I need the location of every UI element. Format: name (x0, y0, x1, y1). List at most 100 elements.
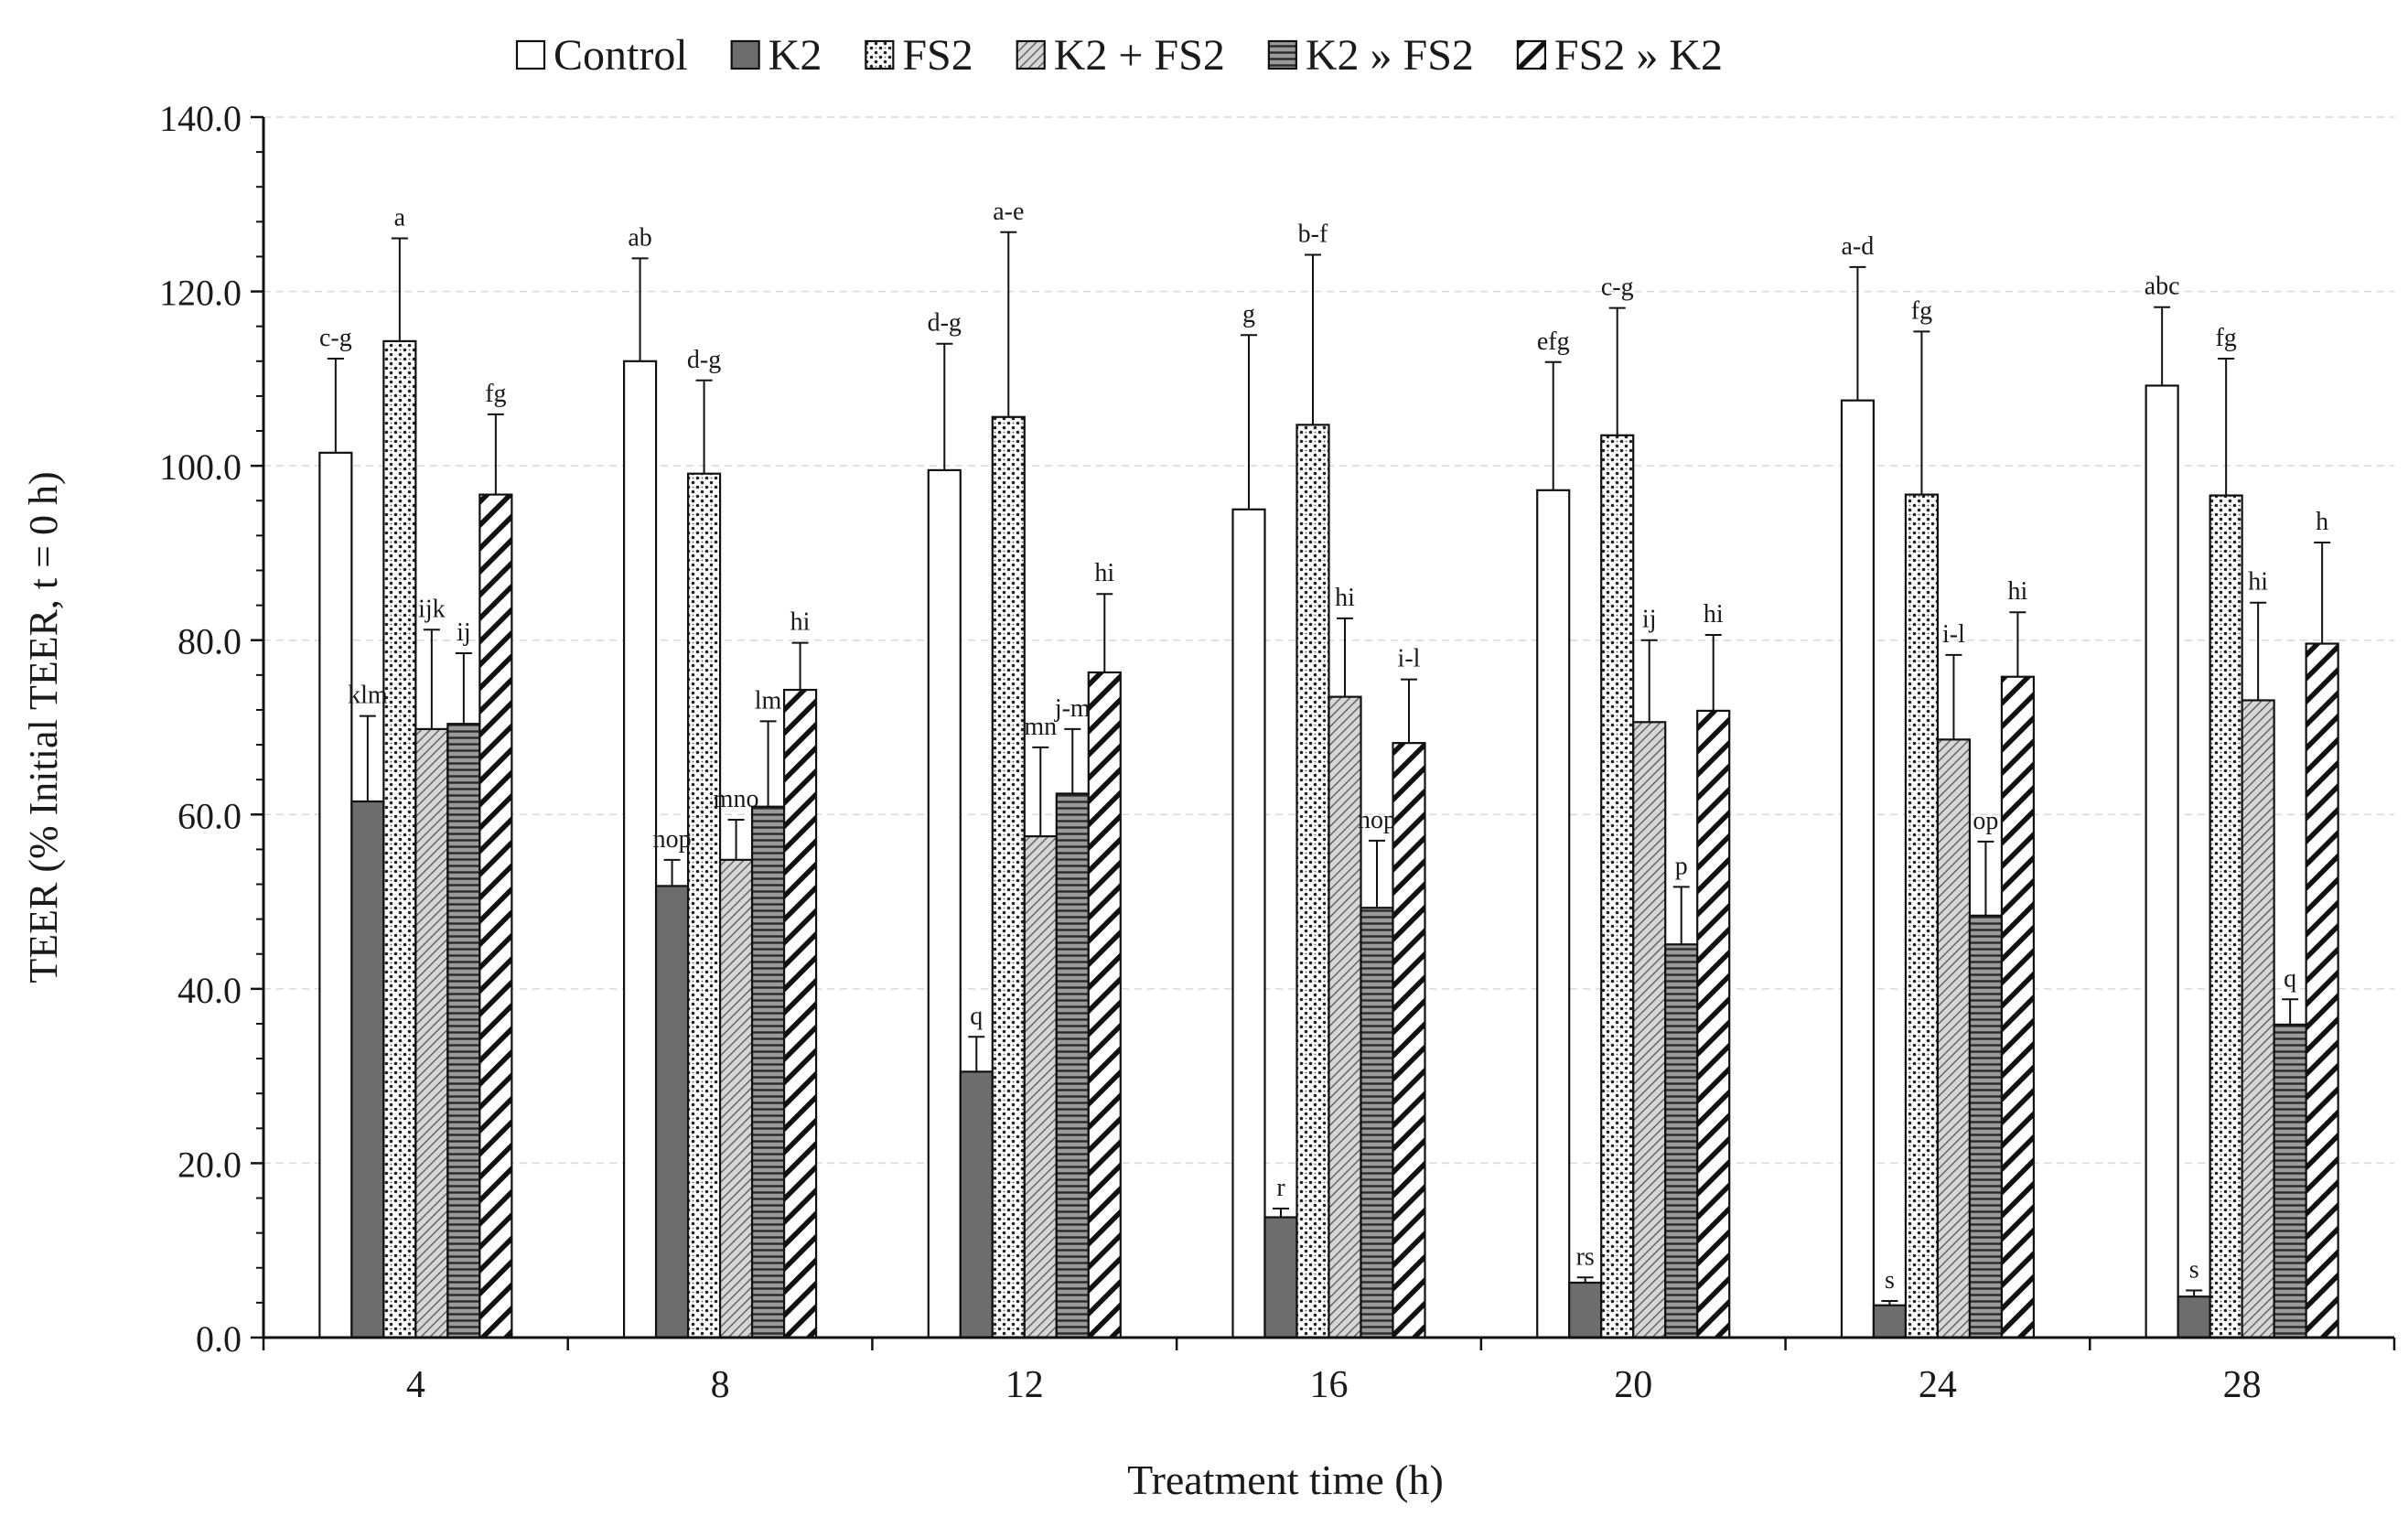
significance-letter: a (394, 203, 406, 231)
bar-horizontal-lines-20h (1664, 943, 1699, 1339)
significance-letter: mn (1024, 713, 1057, 741)
significance-letter: hi (1704, 600, 1724, 629)
significance-letter: mno (714, 785, 759, 813)
significance-letter: a-e (993, 198, 1024, 226)
axes (251, 115, 2396, 1350)
bar-horizontal-lines-28h (2273, 1023, 2307, 1339)
significance-letter: hi (1094, 559, 1114, 587)
legend-label: FS2 (902, 31, 973, 80)
y-tick-label: 140.0 (159, 98, 242, 139)
bar-diagonal-thin-28h (2241, 699, 2275, 1339)
significance-letter: hi (2248, 568, 2268, 597)
bar-white-4h (318, 451, 353, 1339)
y-tick-label: 120.0 (159, 273, 242, 314)
legend-swatch-horizontal-lines (1267, 39, 1297, 70)
x-tick-label: 12 (1005, 1364, 1044, 1406)
legend-label: K2 + FS2 (1054, 31, 1225, 80)
bar-dotted-4h (382, 339, 417, 1339)
x-tick-label: 24 (1919, 1364, 1957, 1406)
significance-letter: hi (2008, 577, 2028, 606)
significance-letter: ij (457, 618, 471, 647)
significance-letter: q (2284, 964, 2296, 993)
bar-horizontal-lines-8h (750, 805, 786, 1339)
x-axis-label: Treatment time (h) (1127, 1456, 1444, 1503)
error-bars-layer (327, 231, 2331, 1306)
significance-letter: s (2189, 1256, 2199, 1284)
significance-letter: i-l (1398, 645, 1421, 673)
bars-layer (318, 339, 2339, 1339)
bar-white-20h (1536, 489, 1571, 1339)
legend-swatch-white (515, 39, 546, 70)
bar-diagonal-thick-12h (1087, 671, 1122, 1339)
y-tick-label: 60.0 (177, 795, 242, 836)
significance-letter: lm (755, 686, 782, 715)
significance-letters-layer: c-gklmaijkijfgabnopd-gmnolmhid-gqa-emnj-… (319, 198, 2328, 1295)
bar-diagonal-thin-4h (414, 727, 449, 1339)
x-tick-label: 4 (406, 1364, 425, 1406)
x-tick-label: 28 (2223, 1364, 2262, 1406)
bar-diagonal-thin-16h (1328, 695, 1362, 1339)
legend-label: Control (554, 31, 688, 80)
significance-letter: hi (1335, 584, 1355, 612)
bar-diagonal-thick-20h (1696, 709, 1731, 1339)
bar-diagonal-thick-28h (2305, 642, 2339, 1339)
bar-dotted-28h (2209, 494, 2243, 1339)
bar-horizontal-lines-12h (1055, 792, 1090, 1339)
bar-dotted-12h (991, 415, 1026, 1339)
significance-letter: c-g (319, 324, 352, 352)
legend-label: FS2 » K2 (1554, 31, 1723, 80)
bar-horizontal-lines-24h (1968, 914, 2004, 1339)
bar-solid-gray-4h (350, 800, 385, 1339)
significance-letter: c-g (1601, 274, 1634, 302)
y-tick-labels: 0.0 20.0 40.0 60.0 80.0 100.0 120.0 140.0 (159, 98, 242, 1360)
bar-diagonal-thick-4h (478, 493, 513, 1339)
significance-letter: hi (790, 608, 811, 637)
y-tick-label: 0.0 (196, 1318, 242, 1360)
legend-label: K2 (769, 31, 822, 80)
bar-diagonal-thin-12h (1023, 835, 1058, 1339)
legend-swatch-diagonal-thin (1016, 39, 1046, 70)
significance-letter: klm (348, 682, 388, 710)
bar-solid-gray-12h (959, 1070, 994, 1339)
significance-letter: d-g (928, 309, 962, 338)
bar-diagonal-thin-24h (1936, 738, 1972, 1339)
bar-diagonal-thick-24h (2000, 675, 2036, 1339)
bar-diagonal-thin-20h (1632, 721, 1667, 1339)
significance-letter: abc (2145, 273, 2180, 301)
bar-solid-gray-8h (654, 885, 690, 1339)
legend-swatch-diagonal-thick (1516, 39, 1547, 70)
significance-letter: efg (1537, 328, 1570, 356)
y-tick-label: 40.0 (177, 970, 242, 1011)
significance-letter: ab (628, 223, 651, 252)
significance-letter: fg (1911, 296, 1932, 325)
bar-solid-gray-28h (2177, 1295, 2211, 1339)
significance-letter: ijk (418, 595, 446, 623)
bar-solid-gray-20h (1568, 1281, 1603, 1339)
bar-dotted-8h (686, 472, 722, 1339)
bar-horizontal-lines-16h (1360, 907, 1394, 1339)
bar-white-28h (2145, 384, 2179, 1339)
significance-letter: j-m (1054, 694, 1091, 723)
bar-diagonal-thick-8h (782, 688, 818, 1339)
significance-letter: a-d (1842, 232, 1875, 261)
significance-letter: rs (1576, 1242, 1595, 1271)
significance-letter: ij (1642, 606, 1657, 634)
bar-diagonal-thin-8h (718, 858, 754, 1339)
significance-letter: fg (485, 380, 506, 408)
x-tick-label: 16 (1310, 1364, 1349, 1406)
y-tick-label: 20.0 (177, 1144, 242, 1185)
bar-dotted-16h (1295, 424, 1330, 1339)
significance-letter: p (1675, 852, 1688, 880)
bar-white-24h (1840, 399, 1876, 1339)
significance-letter: nop (653, 825, 692, 854)
legend-label: K2 » FS2 (1306, 31, 1474, 80)
significance-letter: g (1242, 300, 1255, 328)
bar-dotted-20h (1600, 434, 1635, 1339)
bar-solid-gray-24h (1872, 1304, 1908, 1339)
significance-letter: op (1973, 807, 1998, 835)
x-tick-labels: 4 8 12 16 20 24 28 (406, 1364, 2262, 1406)
significance-letter: d-g (687, 346, 721, 374)
y-axis-label: TEER (% Initial TEER, t = 0 h) (21, 471, 66, 983)
bar-dotted-24h (1904, 493, 1940, 1339)
